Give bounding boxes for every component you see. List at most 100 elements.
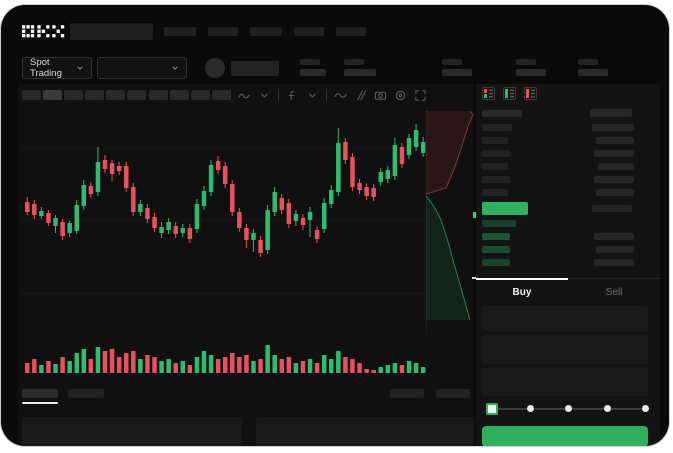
bottom-right-placeholder[interactable] — [436, 389, 470, 398]
stat-value-placeholder — [300, 69, 326, 76]
book-amount-header-placeholder — [590, 109, 632, 117]
timeframe-chip[interactable] — [22, 90, 41, 100]
bid-row-price-placeholder[interactable] — [482, 220, 516, 227]
stat-label-placeholder — [300, 59, 320, 65]
nav-item-placeholder[interactable] — [294, 27, 324, 36]
ask-row-price-placeholder[interactable] — [482, 176, 510, 183]
okx-logo — [22, 25, 65, 38]
slider-stop[interactable] — [642, 405, 649, 412]
chart-panel — [18, 84, 474, 446]
timeframe-chip[interactable] — [106, 90, 126, 100]
timeframe-chip[interactable] — [169, 90, 189, 100]
bottom-right-placeholder[interactable] — [390, 389, 424, 398]
nav-item-placeholder[interactable] — [164, 27, 196, 36]
bid-row-amount-placeholder[interactable] — [596, 246, 634, 253]
slider-stop[interactable] — [526, 405, 534, 412]
tab-buy[interactable]: Buy — [512, 286, 532, 298]
bottom-table-placeholder — [256, 417, 474, 446]
ask-row-amount-placeholder[interactable] — [594, 176, 634, 183]
buy-submit-button[interactable] — [482, 426, 648, 446]
chevron-down-icon — [77, 66, 83, 70]
ask-row-amount-placeholder[interactable] — [592, 124, 634, 131]
function-icon[interactable] — [286, 89, 299, 102]
timeframe-chip[interactable] — [64, 90, 84, 100]
trade-tabs: Buy Sell — [476, 278, 660, 305]
chart-tools — [230, 88, 427, 102]
ask-row-price-placeholder[interactable] — [482, 189, 508, 196]
nav-item-placeholder[interactable] — [336, 27, 366, 36]
pair-name-placeholder — [231, 61, 279, 76]
chevron-down-icon[interactable] — [258, 89, 271, 102]
line-style-icon[interactable] — [334, 89, 347, 102]
pair-dropdown[interactable] — [97, 57, 187, 79]
active-bottom-tab-underline — [22, 402, 58, 404]
bottom-table-placeholder — [22, 417, 242, 446]
candlestick-chart[interactable] — [22, 108, 480, 334]
bottom-tab-placeholder[interactable] — [68, 389, 104, 398]
ask-row-amount-placeholder[interactable] — [596, 137, 634, 144]
timeframe-chip[interactable] — [127, 90, 147, 100]
timeframe-chip[interactable] — [148, 90, 168, 100]
last-price-amount-placeholder — [592, 205, 632, 212]
ask-row-price-placeholder[interactable] — [482, 124, 512, 131]
bid-row-price-placeholder[interactable] — [482, 233, 510, 240]
bid-row-price-placeholder[interactable] — [482, 246, 510, 253]
bottom-tab-placeholder[interactable] — [22, 389, 58, 398]
chevron-down-icon — [172, 66, 178, 70]
bid-row-amount-placeholder[interactable] — [594, 259, 634, 266]
slider-stop[interactable] — [565, 405, 572, 412]
chevron-down-icon[interactable] — [306, 89, 319, 102]
orderbook-view-toggles — [482, 87, 537, 105]
price-field[interactable] — [482, 306, 648, 331]
timeframe-chip[interactable] — [85, 90, 105, 100]
nav-item-placeholder[interactable] — [250, 27, 282, 36]
book-asks-icon[interactable] — [524, 87, 537, 105]
ask-row-price-placeholder[interactable] — [482, 163, 508, 170]
last-price-highlight[interactable] — [482, 202, 528, 215]
active-tab-indicator — [476, 278, 568, 280]
draw-tools-icon[interactable] — [354, 89, 367, 102]
volume-chart — [25, 345, 426, 373]
market-type-label: Spot Trading — [30, 57, 62, 79]
amount-slider[interactable] — [482, 402, 649, 416]
book-price-header-placeholder — [482, 110, 522, 117]
ask-row-amount-placeholder[interactable] — [598, 163, 634, 170]
bid-row-price-placeholder[interactable] — [482, 259, 510, 266]
orderbook-trade-panel: Buy Sell — [476, 84, 660, 446]
camera-icon[interactable] — [374, 89, 387, 102]
ask-row-amount-placeholder[interactable] — [594, 150, 634, 157]
stat-value-placeholder — [516, 69, 546, 76]
stat-label-placeholder — [442, 59, 462, 65]
timeframe-chips — [22, 90, 231, 100]
toolbar-divider — [326, 89, 327, 101]
app-window: Spot Trading — [1, 5, 669, 446]
ask-row-price-placeholder[interactable] — [482, 150, 510, 157]
slider-stop[interactable] — [486, 403, 498, 415]
wave-indicator-icon[interactable] — [238, 89, 251, 102]
toolbar-divider — [230, 89, 231, 101]
nav-item-placeholder[interactable] — [208, 27, 238, 36]
book-bids-icon[interactable] — [503, 87, 516, 105]
timeframe-chip[interactable] — [190, 90, 210, 100]
stat-label-placeholder — [344, 59, 364, 65]
ask-row-price-placeholder[interactable] — [482, 137, 508, 144]
amount-field[interactable] — [482, 335, 648, 364]
timeframe-chip[interactable] — [43, 90, 63, 100]
fullscreen-icon[interactable] — [414, 89, 427, 102]
search-input[interactable] — [70, 23, 153, 40]
stat-value-placeholder — [442, 69, 472, 76]
total-field[interactable] — [482, 368, 648, 396]
bid-row-amount-placeholder[interactable] — [594, 233, 634, 240]
ask-row-amount-placeholder[interactable] — [596, 189, 634, 196]
stat-label-placeholder — [578, 59, 598, 65]
market-type-dropdown[interactable]: Spot Trading — [22, 57, 92, 79]
coin-avatar — [205, 58, 225, 78]
stat-value-placeholder — [578, 69, 608, 76]
settings-icon[interactable] — [394, 89, 407, 102]
tab-sell[interactable]: Sell — [605, 286, 623, 298]
slider-stop[interactable] — [603, 405, 611, 412]
book-combined-icon[interactable] — [482, 87, 495, 105]
stat-label-placeholder — [516, 59, 536, 65]
timeframe-chip[interactable] — [211, 90, 231, 100]
